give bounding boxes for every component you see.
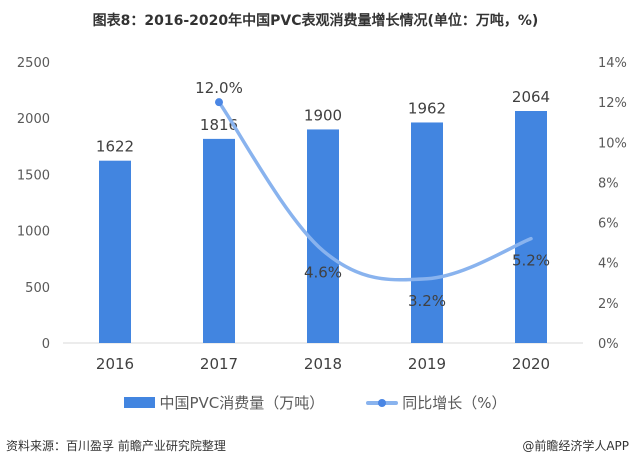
source-note: 资料来源：百川盈孚 前瞻产业研究院整理: [6, 439, 226, 453]
y-right-tick-label: 10%: [598, 136, 627, 151]
bar-data-label: 1962: [408, 99, 446, 117]
growth-data-label: 3.2%: [408, 292, 446, 310]
y-left-tick-label: 1000: [17, 225, 50, 240]
bar: [307, 129, 339, 343]
x-tick-label: 2016: [96, 355, 134, 373]
bar-data-label: 1900: [304, 106, 342, 124]
x-tick-label: 2018: [304, 355, 342, 373]
legend-label-line: 同比增长（%）: [402, 394, 507, 412]
x-tick-label: 2020: [512, 355, 550, 373]
y-right-tick-label: 6%: [598, 217, 619, 232]
x-tick-label: 2017: [200, 355, 238, 373]
bar-swatch: [124, 397, 156, 408]
chart-plot: 0 500 1000 1500 2000 2500 0% 2% 4% 6% 8% 10% 12% 14% 2…: [17, 56, 627, 373]
x-tick-label: 2019: [408, 355, 446, 373]
credit: @前瞻经济学人APP: [522, 439, 629, 453]
legend-item-line[interactable]: 同比增长（%）: [366, 392, 507, 413]
y-left-tick-label: 2000: [17, 112, 50, 127]
y-right-tick-label: 12%: [598, 96, 627, 111]
y-right-tick-label: 2%: [598, 297, 619, 312]
legend-item-bar[interactable]: 中国PVC消费量（万吨）: [124, 392, 324, 413]
bar-data-label: 1622: [96, 138, 134, 156]
growth-data-label: 4.6%: [304, 264, 342, 282]
y-left-tick-label: 1500: [17, 168, 50, 183]
y-right-tick-label: 4%: [598, 257, 619, 272]
bar: [99, 160, 131, 343]
legend: 中国PVC消费量（万吨） 同比增长（%）: [0, 392, 631, 413]
y-right-tick-label: 0%: [598, 337, 619, 352]
bar: [411, 122, 443, 344]
bar: [515, 111, 547, 343]
y-left-tick-label: 2500: [17, 56, 50, 71]
growth-data-label: 5.2%: [512, 252, 550, 270]
legend-label-bar: 中国PVC消费量（万吨）: [159, 394, 325, 412]
y-right-tick-label: 14%: [598, 56, 627, 71]
chart-title: 图表8：2016-2020年中国PVC表观消费量增长情况(单位：万吨，%): [92, 13, 539, 29]
y-right-tick-label: 8%: [598, 176, 619, 191]
bar-data-label: 2064: [512, 88, 550, 106]
growth-data-label: 12.0%: [195, 79, 243, 97]
y-left-tick-label: 500: [25, 281, 50, 296]
line-swatch: [366, 397, 399, 409]
y-left-tick-label: 0: [42, 337, 50, 352]
growth-line: [217, 100, 533, 282]
growth-point: [215, 98, 223, 107]
bar: [203, 138, 235, 343]
bar-data-label: 1816: [200, 116, 238, 134]
